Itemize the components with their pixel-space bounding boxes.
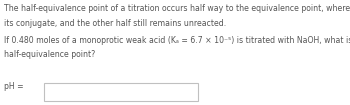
Text: half-equivalence point?: half-equivalence point?	[4, 50, 96, 59]
Text: The half-equivalence point of a titration occurs half way to the equivalence poi: The half-equivalence point of a titratio…	[4, 4, 350, 13]
FancyBboxPatch shape	[44, 83, 198, 101]
Text: If 0.480 moles of a monoprotic weak acid (Κₐ = 6.7 × 10⁻⁵) is titrated with NaOH: If 0.480 moles of a monoprotic weak acid…	[4, 36, 350, 45]
Text: pH =: pH =	[4, 82, 24, 91]
Text: its conjugate, and the other half still remains unreacted.: its conjugate, and the other half still …	[4, 19, 226, 28]
